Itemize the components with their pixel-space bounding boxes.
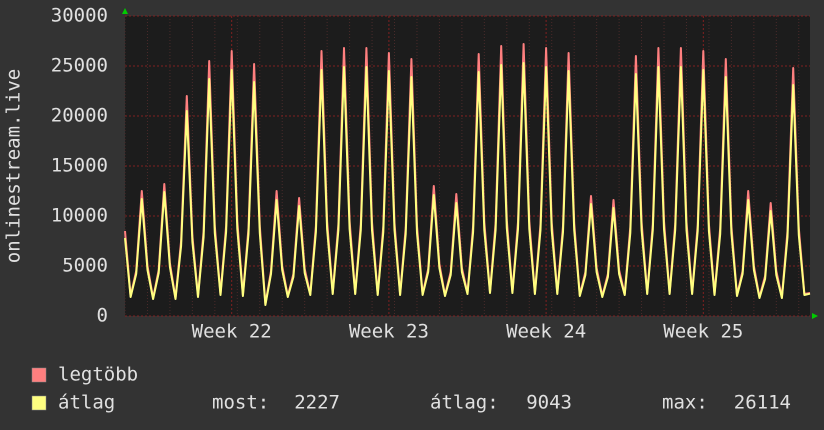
legend-label: átlag xyxy=(58,392,115,414)
plot-area xyxy=(125,16,810,316)
stat-value: 26114 xyxy=(734,392,791,414)
x-tick-label: Week 23 xyxy=(349,321,429,343)
stat-label: átlag: xyxy=(430,392,499,414)
y-tick-label: 15000 xyxy=(51,155,108,177)
stat-value: 9043 xyxy=(526,392,572,414)
axis-arrow xyxy=(812,313,818,319)
x-tick-label: Week 24 xyxy=(506,321,586,343)
y-tick-label: 20000 xyxy=(51,105,108,127)
stat-value: 2227 xyxy=(294,392,340,414)
y-tick-label: 10000 xyxy=(51,205,108,227)
y-tick-label: 25000 xyxy=(51,55,108,77)
stat-label: max: xyxy=(662,392,708,414)
y-tick-label: 30000 xyxy=(51,5,108,27)
x-tick-label: Week 25 xyxy=(663,321,743,343)
axis-arrow xyxy=(122,8,128,14)
y-tick-label: 0 xyxy=(97,305,108,327)
legend-swatch xyxy=(31,367,47,383)
legend-label: legtöbb xyxy=(58,364,138,386)
legend-swatch xyxy=(31,395,47,411)
x-tick-label: Week 22 xyxy=(192,321,272,343)
series-line xyxy=(124,62,811,306)
stat-label: most: xyxy=(212,392,269,414)
y-tick-label: 5000 xyxy=(62,255,108,277)
y-axis-label: onlinestream.live xyxy=(3,69,25,263)
